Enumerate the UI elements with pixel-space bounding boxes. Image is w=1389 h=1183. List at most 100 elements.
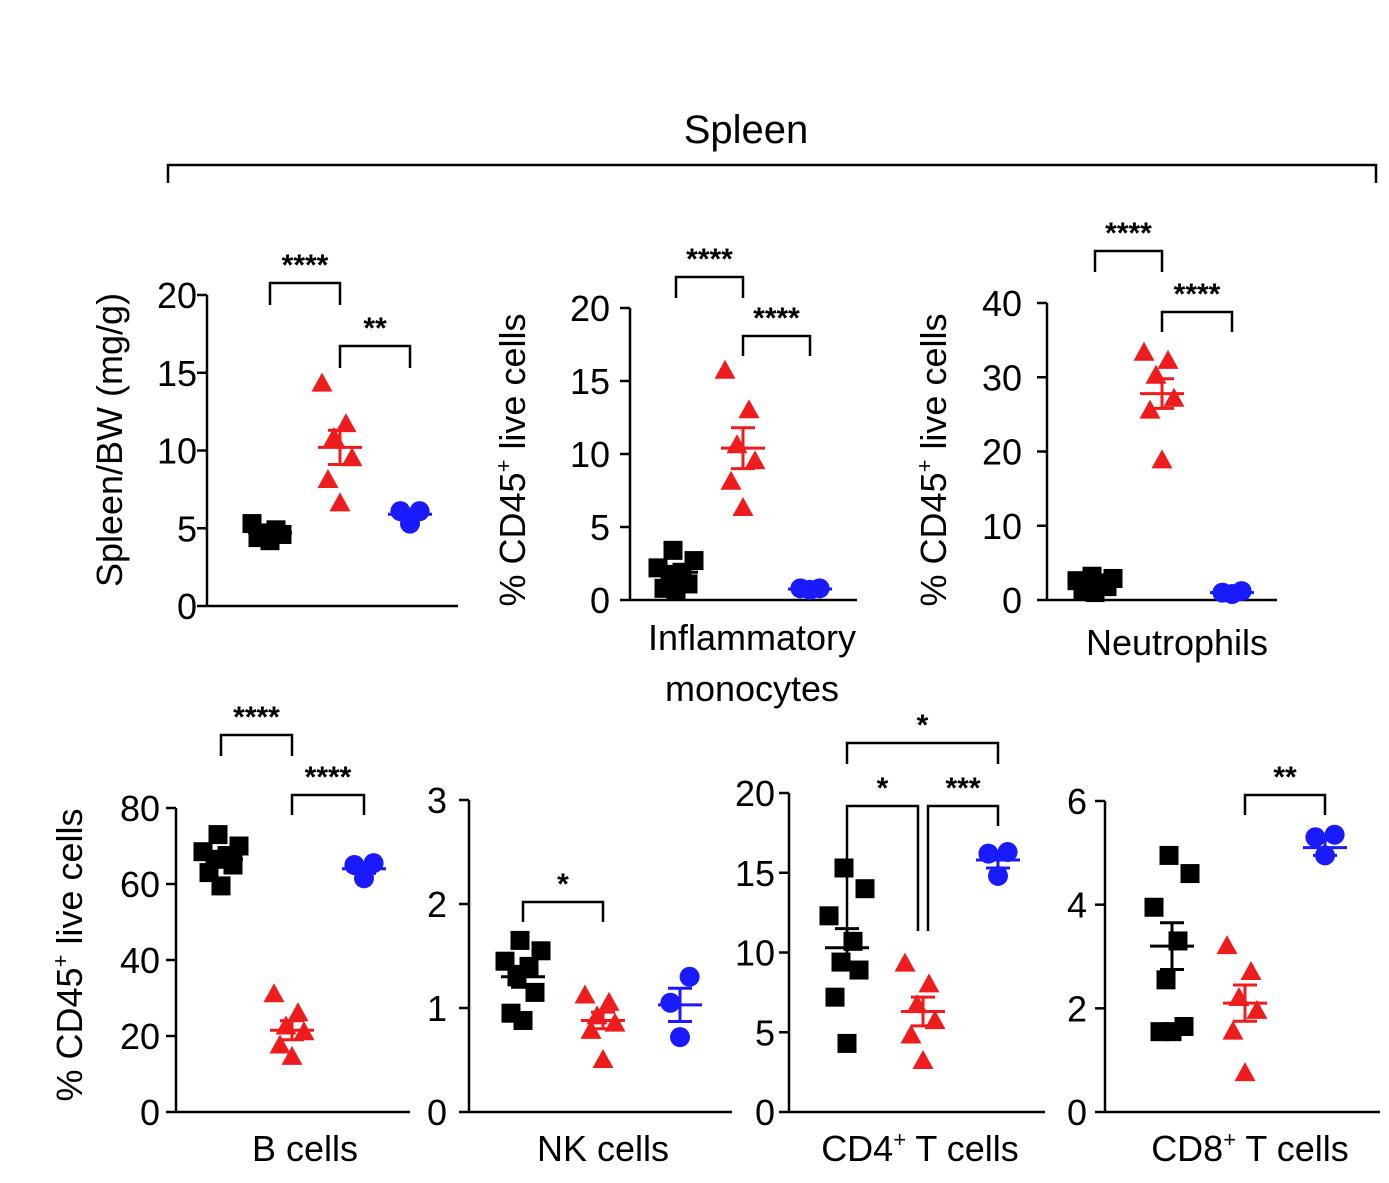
- series-group2: [894, 952, 946, 1069]
- y-tick-label: 15: [570, 361, 610, 402]
- significance-label: *: [917, 709, 929, 742]
- data-point: [531, 941, 551, 961]
- y-axis-label-rest: live cells: [913, 314, 954, 460]
- series-group3: [388, 501, 432, 534]
- data-point: [1159, 845, 1179, 865]
- figure-title: Spleen: [684, 108, 809, 152]
- series-group2: [1216, 935, 1268, 1082]
- series-group3: [788, 578, 832, 600]
- significance-label: ****: [753, 302, 800, 335]
- data-point: [335, 413, 357, 433]
- y-tick-label: 60: [120, 864, 160, 905]
- data-point: [1156, 970, 1176, 990]
- significance-bracket: [674, 275, 745, 298]
- y-axis-label-main: % CD45: [49, 967, 90, 1101]
- data-point: [409, 501, 430, 522]
- x-axis-label-sup: +: [1223, 1127, 1236, 1152]
- data-point: [714, 359, 736, 379]
- y-tick-label: 20: [982, 432, 1022, 473]
- x-axis-label-rest: T cells: [1236, 1128, 1349, 1169]
- y-axis-label-sup: +: [491, 460, 516, 473]
- y-tick-label: 5: [755, 1012, 775, 1053]
- y-axis-label-rest: live cells: [49, 809, 90, 955]
- data-point: [510, 930, 530, 950]
- y-tick-label: 5: [177, 508, 197, 549]
- y-axis-label: % CD45+ live cells: [912, 314, 954, 607]
- data-point: [598, 991, 620, 1011]
- data-point: [732, 497, 754, 517]
- data-point: [825, 987, 845, 1007]
- x-axis-label: monocytes: [665, 668, 839, 709]
- data-point: [918, 973, 940, 993]
- data-point: [849, 960, 869, 980]
- y-tick-label: 30: [982, 357, 1022, 398]
- series-group1: [648, 540, 704, 601]
- series-group3: [976, 842, 1020, 886]
- series-group3: [1210, 581, 1254, 605]
- y-tick-label: 5: [590, 507, 610, 548]
- y-tick-label: 6: [1067, 781, 1087, 822]
- y-axis-label: Spleen/BW (mg/g): [89, 293, 130, 587]
- y-tick-label: 1: [427, 988, 447, 1029]
- data-point: [329, 492, 351, 512]
- x-axis-label-rest: T cells: [906, 1128, 1019, 1169]
- data-point: [1234, 1062, 1256, 1082]
- y-tick-label: 0: [755, 1092, 775, 1133]
- panel-neutrophils: 0 10 20 30 40 % CD45+ live cells Neutrophils **…: [912, 217, 1277, 663]
- x-axis-label: B cells: [252, 1128, 358, 1169]
- panel-nk-cells: 0 1 2 3 NK cells *: [427, 780, 732, 1169]
- y-tick-label: 0: [1067, 1092, 1087, 1133]
- significance-bracket: [845, 804, 920, 931]
- data-point: [1174, 1016, 1194, 1036]
- significance-bracket: [268, 281, 342, 305]
- data-point: [208, 825, 228, 845]
- data-point: [663, 540, 683, 560]
- data-point: [684, 551, 704, 571]
- data-point: [501, 1003, 521, 1023]
- data-point: [1163, 387, 1185, 407]
- significance-label: **: [1273, 761, 1297, 794]
- significance-bracket: [926, 804, 1000, 931]
- significance-label: *: [557, 868, 569, 901]
- data-point: [894, 952, 916, 972]
- significance-bracket: [1093, 249, 1164, 272]
- data-point: [660, 992, 681, 1013]
- y-tick-label: 40: [982, 283, 1022, 324]
- data-point: [679, 966, 700, 987]
- data-point: [1240, 961, 1262, 981]
- significance-bracket: [338, 344, 412, 368]
- y-tick-label: 20: [570, 288, 610, 329]
- significance-label: *: [877, 772, 889, 805]
- x-axis-label: NK cells: [537, 1128, 669, 1169]
- data-point: [311, 372, 333, 392]
- x-axis-label: Neutrophils: [1086, 622, 1268, 663]
- data-point: [744, 450, 766, 470]
- significance-label: ****: [1174, 278, 1221, 311]
- data-point: [1324, 824, 1345, 845]
- significance-label: ***: [945, 772, 980, 805]
- y-axis-label-rest: live cells: [492, 314, 533, 460]
- series-group1: [819, 858, 875, 1053]
- y-tick-label: 0: [140, 1092, 160, 1133]
- data-point: [738, 399, 760, 419]
- data-point: [720, 470, 742, 490]
- significance-label: ****: [305, 761, 352, 794]
- y-axis-label-sup: +: [912, 460, 937, 473]
- significance-label: **: [363, 312, 387, 345]
- panel-inflammatory-monocytes: 0 5 10 15 20 % CD45+ live cells Inflammatory mo…: [491, 243, 857, 709]
- data-point: [341, 447, 363, 467]
- significance-bracket: [1160, 310, 1234, 332]
- data-point: [924, 1010, 946, 1030]
- data-point: [855, 879, 875, 899]
- data-point: [574, 984, 596, 1004]
- spleen-bracket: [166, 163, 1378, 183]
- y-tick-label: 0: [1002, 580, 1022, 621]
- series-group1: [193, 825, 249, 896]
- y-tick-label: 15: [157, 353, 197, 394]
- data-point: [900, 1024, 922, 1044]
- series-group1: [1067, 566, 1123, 603]
- significance-bracket: [845, 741, 1000, 764]
- data-point: [317, 469, 339, 489]
